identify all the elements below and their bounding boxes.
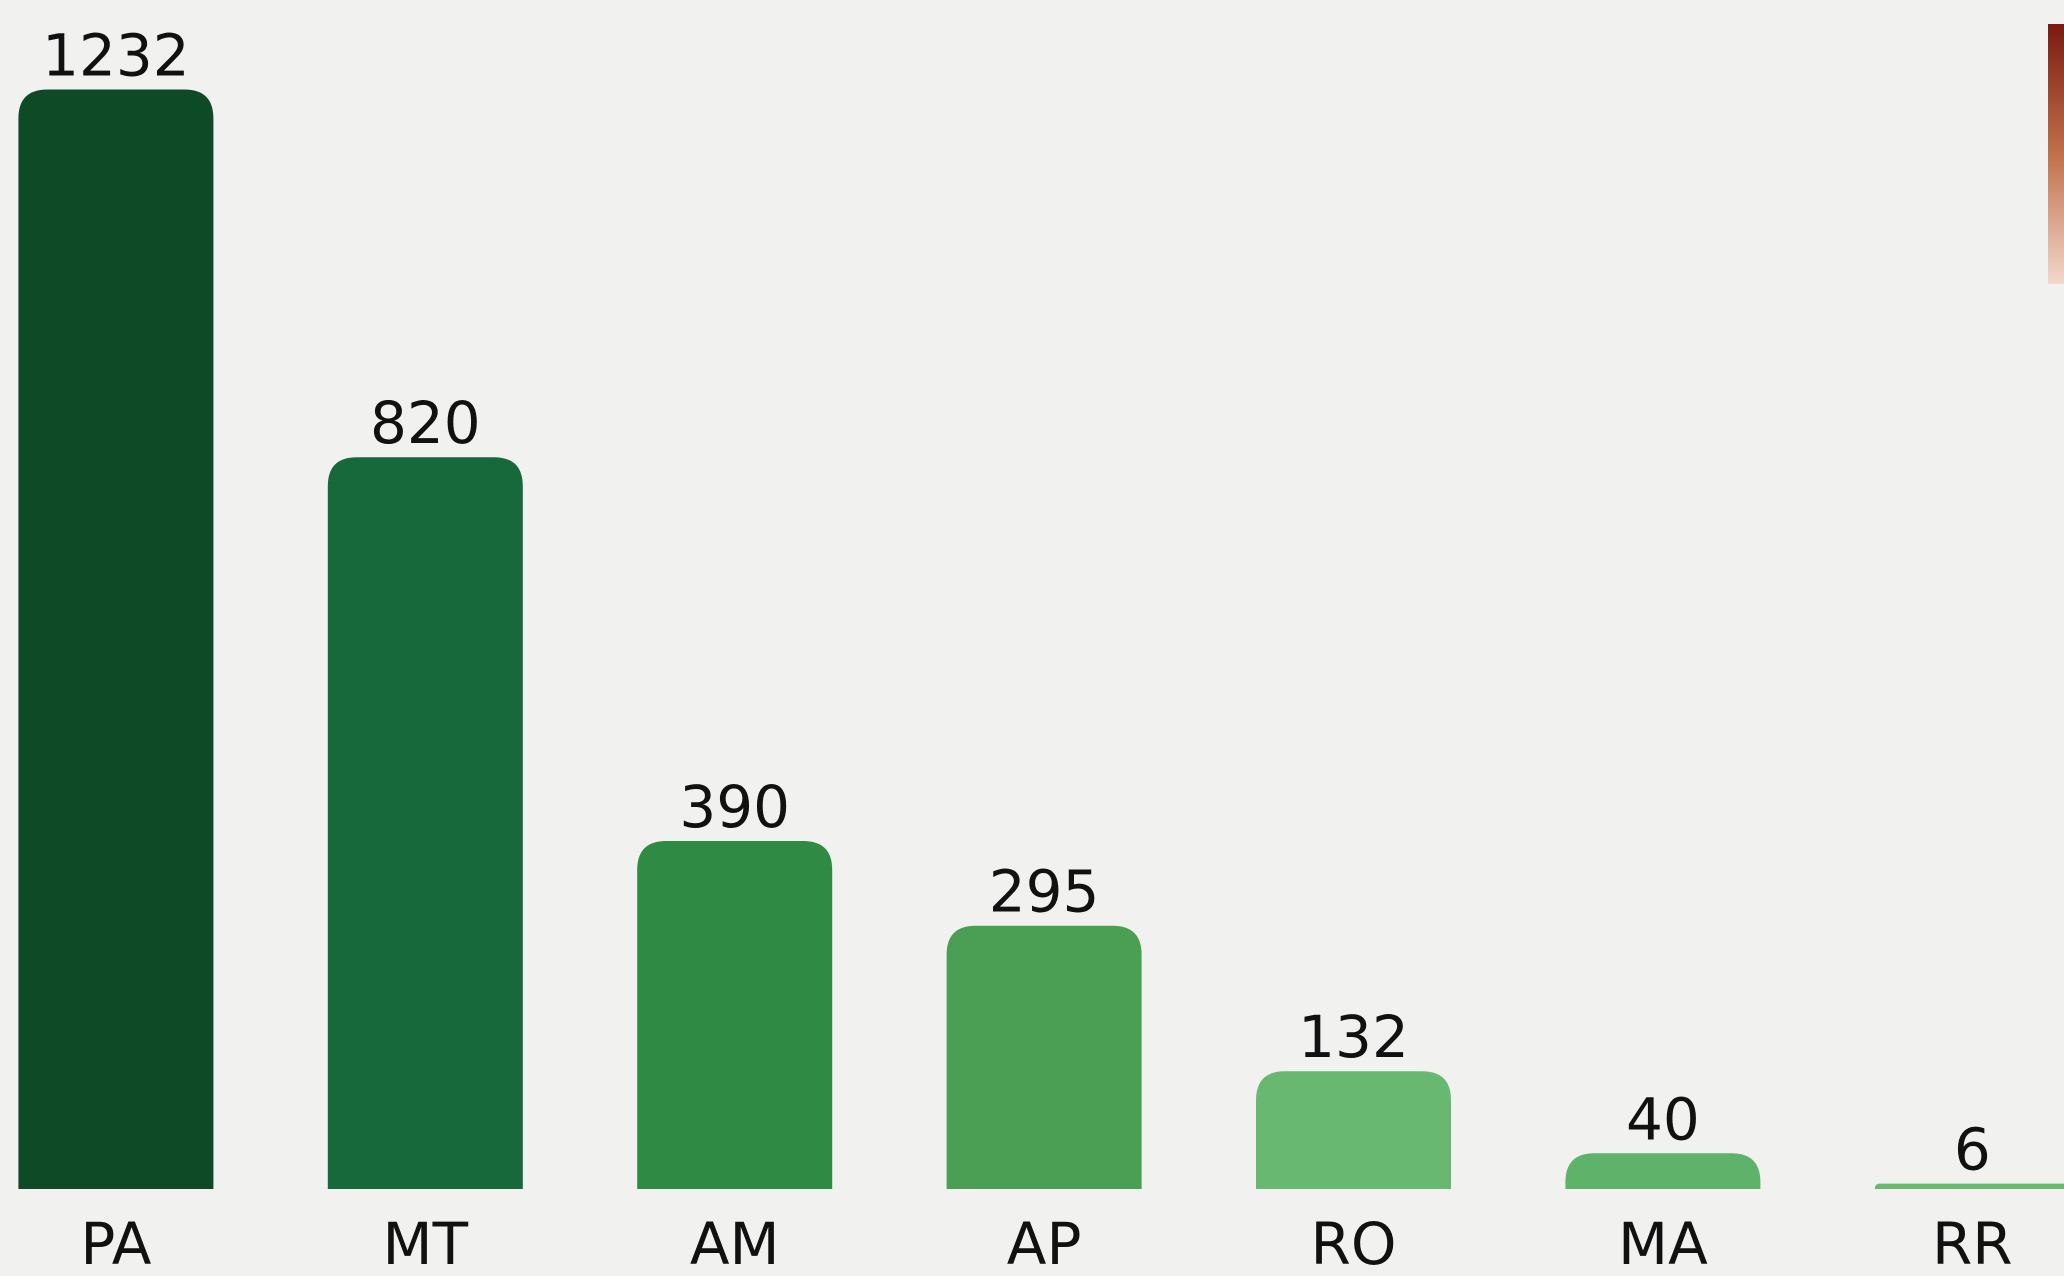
bar [1256,1071,1451,1189]
x-tick-label: RO [1311,1210,1397,1276]
bar [1565,1153,1761,1189]
bar [327,457,523,1189]
value-label: 1232 [42,22,190,90]
value-label: 820 [370,389,481,457]
color-legend [2048,24,2064,284]
x-tick-label: AM [690,1210,780,1276]
value-label: 390 [679,773,790,841]
x-tick-label: RR [1932,1210,2013,1276]
x-tick-label: MA [1618,1210,1708,1276]
x-tick-label: PA [80,1210,151,1276]
bar [946,925,1142,1189]
x-tick-label: AP [1007,1210,1082,1276]
value-label: 295 [989,858,1100,926]
bar [18,89,214,1189]
value-label: 132 [1298,1003,1409,1071]
x-tick-label: MT [383,1210,469,1276]
value-label: 6 [1954,1116,1991,1184]
value-label: 40 [1626,1085,1700,1153]
bar [1874,1183,2064,1189]
bar [637,840,833,1189]
